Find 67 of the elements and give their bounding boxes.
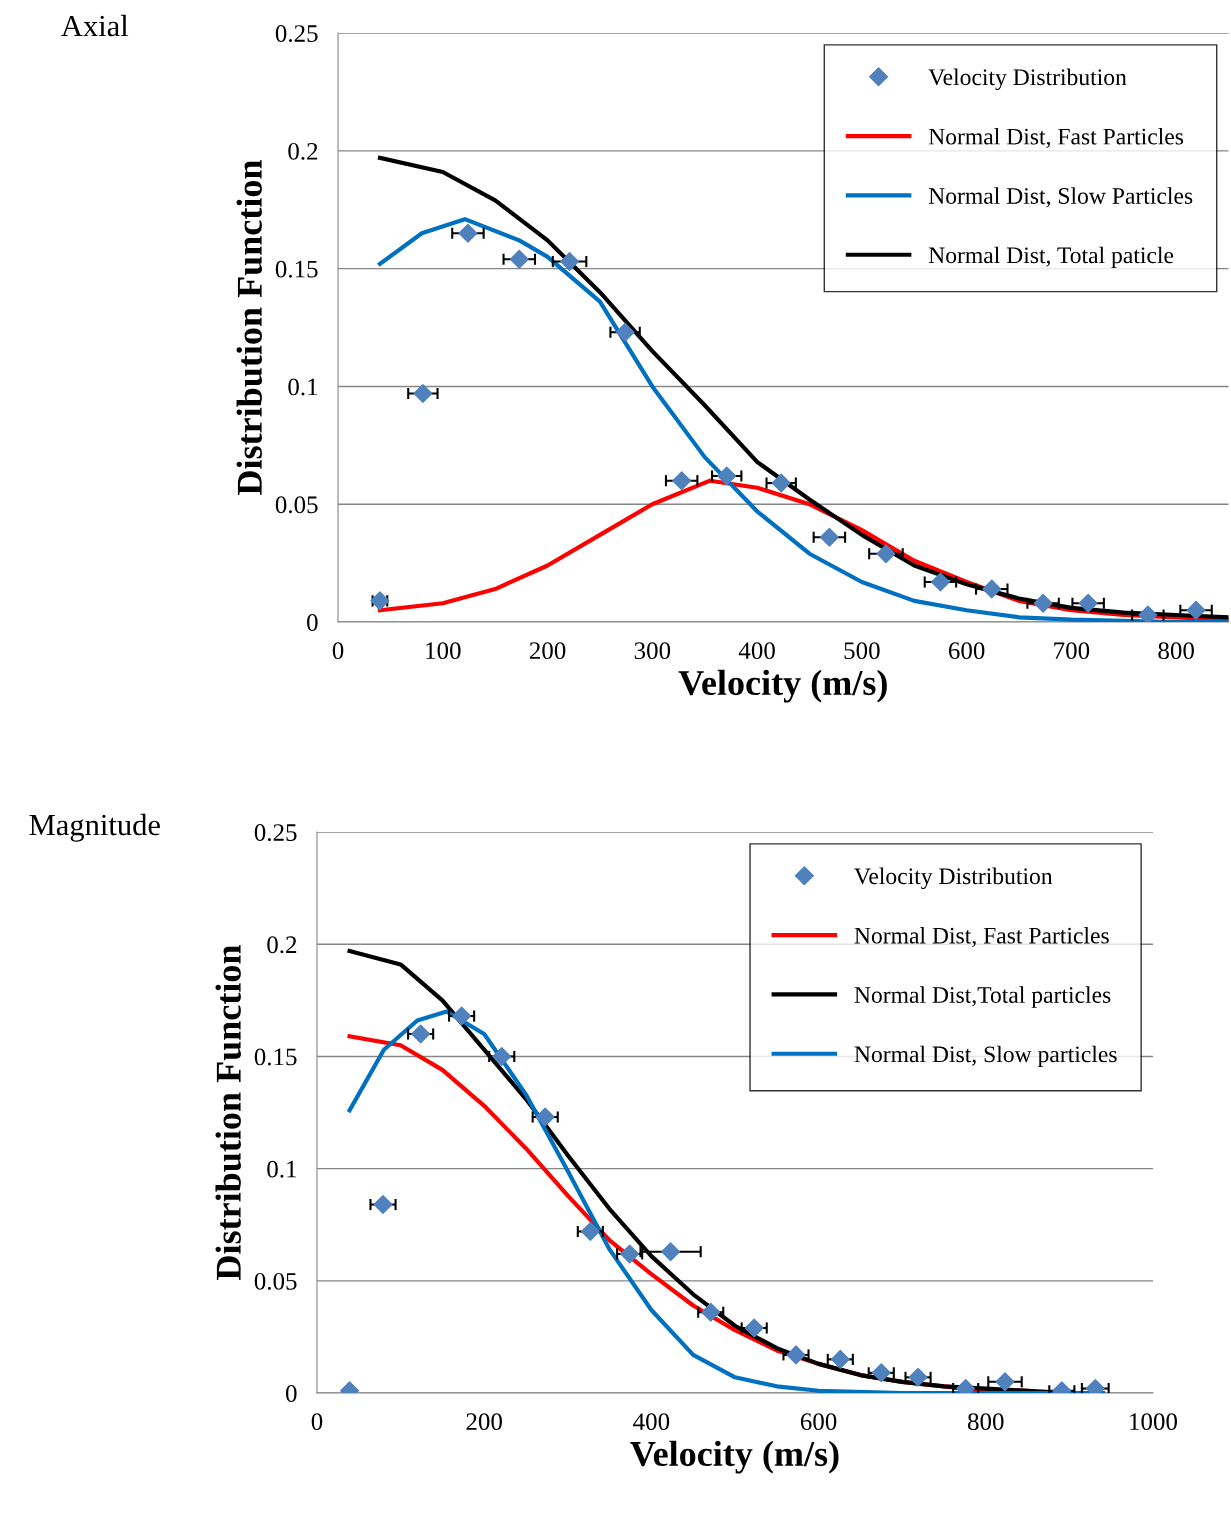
- x-tick-label: 700: [1054, 642, 1090, 660]
- x-tick-label: 1000: [1130, 1413, 1177, 1431]
- y-tick-label: 0.2: [288, 142, 318, 160]
- x-tick-label: 500: [844, 642, 880, 660]
- point: [876, 544, 896, 564]
- point: [1186, 600, 1206, 620]
- point: [560, 252, 580, 272]
- point: [930, 572, 950, 592]
- point: [1138, 605, 1158, 623]
- point: [717, 466, 737, 486]
- chart-title: Axial: [61, 14, 129, 37]
- y-axis-title: Distribution Function: [215, 945, 241, 1280]
- legend-label: Normal Dist, Total paticle: [928, 246, 1174, 269]
- legend-label: Normal Dist, Slow particles: [854, 1045, 1117, 1068]
- x-tick-label: 200: [466, 1413, 502, 1431]
- y-tick-label: 0.15: [254, 1048, 297, 1066]
- y-tick-label: 0.2: [267, 936, 297, 954]
- x-tick-label: 200: [529, 642, 566, 660]
- x-tick-label: 400: [633, 1413, 670, 1431]
- point: [771, 473, 791, 493]
- y-tick-label: 0.1: [267, 1160, 297, 1178]
- point: [452, 1006, 472, 1026]
- point: [701, 1302, 721, 1322]
- legend-label: Normal Dist, Fast Particles: [854, 927, 1109, 948]
- y-tick-label: 0.1: [288, 378, 318, 396]
- point: [819, 527, 839, 547]
- x-axis-title: Velocity (m/s): [678, 669, 887, 703]
- x-tick-label: 100: [426, 642, 461, 660]
- chart-title: Magnitude: [29, 813, 160, 842]
- point: [492, 1046, 512, 1066]
- point: [672, 471, 692, 491]
- y-axis-title: Distribution Function: [236, 160, 263, 495]
- point: [413, 384, 433, 403]
- point: [615, 322, 635, 342]
- point: [1078, 593, 1098, 613]
- point: [661, 1242, 681, 1262]
- y-tick-label: 0.25: [254, 824, 297, 842]
- point: [1033, 593, 1053, 613]
- point: [830, 1349, 850, 1369]
- x-tick-label: 600: [948, 642, 985, 660]
- y-tick-label: 0.05: [254, 1272, 297, 1290]
- legend-label: Normal Dist,Total particles: [854, 986, 1111, 1008]
- x-tick-label: 600: [800, 1413, 837, 1431]
- legend-label: Velocity Distribution: [854, 867, 1053, 890]
- point: [580, 1221, 600, 1241]
- x-tick-label: 800: [967, 1413, 1004, 1431]
- point: [908, 1367, 928, 1387]
- point: [509, 249, 529, 269]
- legend-label: Normal Dist, Fast Particles: [928, 127, 1184, 148]
- y-tick-label: 0: [307, 614, 318, 631]
- x-tick-label: 0: [332, 642, 344, 660]
- y-tick-label: 0: [285, 1385, 297, 1402]
- x-axis-title: Velocity (m/s): [630, 1440, 839, 1474]
- x-tick-label: 300: [634, 642, 671, 660]
- x-tick-label: 400: [738, 642, 775, 660]
- point: [411, 1024, 431, 1044]
- x-tick-label: 800: [1158, 642, 1194, 660]
- point: [744, 1318, 764, 1338]
- point: [458, 223, 478, 243]
- y-tick-label: 0.25: [275, 25, 318, 43]
- y-tick-label: 0.15: [275, 260, 318, 278]
- y-tick-label: 0.05: [275, 496, 318, 514]
- point: [786, 1345, 806, 1365]
- point: [982, 579, 1002, 599]
- legend-label: Velocity Distribution: [928, 68, 1127, 91]
- point: [995, 1372, 1015, 1392]
- legend-label: Normal Dist, Slow Particles: [928, 187, 1193, 208]
